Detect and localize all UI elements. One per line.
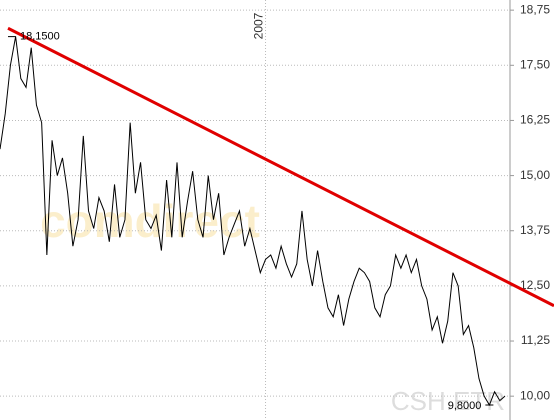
annotation-label: 9,8000: [448, 400, 482, 412]
y-tick-label: 15,00: [520, 168, 550, 182]
price-line: [0, 36, 506, 407]
annotation-label: 18,1500: [20, 31, 60, 43]
symbol: CSH.ETR: [391, 386, 505, 416]
y-tick-label: 10,00: [520, 388, 550, 402]
y-tick-label: 11,25: [521, 333, 550, 347]
y-tick-label: 16,25: [520, 113, 550, 127]
y-tick-label: 18,75: [520, 2, 550, 16]
trend-line: [7, 26, 554, 308]
x-tick-label: 2007: [252, 12, 266, 39]
watermark: comdirect: [40, 195, 260, 247]
y-tick-label: 13,75: [520, 223, 550, 237]
y-tick-label: 12,50: [520, 278, 550, 292]
y-tick-label: 17,50: [520, 57, 550, 71]
